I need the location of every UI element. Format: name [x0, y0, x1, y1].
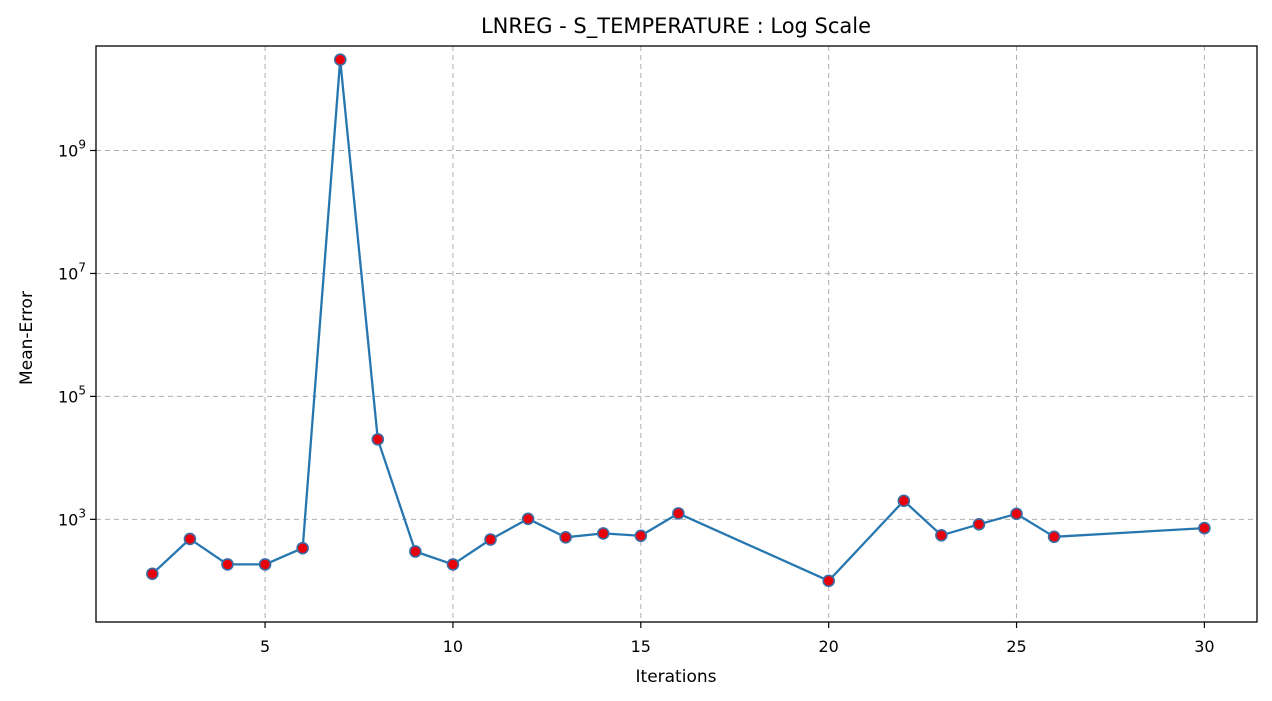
- x-tick-label: 20: [818, 637, 838, 656]
- data-point: [371, 433, 385, 446]
- data-point: [935, 529, 948, 542]
- data-point: [822, 574, 835, 588]
- data-point: [1010, 507, 1023, 521]
- plot-area-frame: [95, 45, 1258, 623]
- data-point: [484, 533, 497, 546]
- data-point: [258, 558, 272, 571]
- y-tick-label: 103: [58, 506, 86, 529]
- data-point: [672, 507, 685, 520]
- y-axis-ticks: 103 105 107 109: [58, 138, 96, 529]
- x-tick-label: 15: [631, 637, 651, 656]
- data-point: [296, 541, 309, 555]
- data-point: [446, 558, 460, 571]
- y-tick-label: 105: [58, 383, 86, 406]
- data-point: [409, 545, 422, 558]
- data-point: [634, 529, 648, 543]
- x-tick-label: 30: [1194, 637, 1214, 656]
- data-point: [146, 567, 159, 581]
- data-point: [1047, 530, 1061, 544]
- y-tick-label: 107: [58, 260, 86, 283]
- series-line: [151, 58, 1205, 582]
- x-axis-label: Iterations: [636, 667, 717, 687]
- y-axis-label: Mean-Error: [17, 291, 37, 385]
- x-axis-ticks: 5 10 15 20 25 30: [260, 622, 1215, 656]
- data-point: [183, 532, 197, 546]
- x-tick-label: 5: [260, 637, 270, 656]
- data-point: [333, 53, 347, 67]
- data-point: [521, 512, 535, 526]
- data-point: [559, 531, 572, 544]
- data-point: [221, 558, 234, 571]
- y-tick-label: 109: [58, 138, 86, 161]
- data-point: [897, 494, 911, 508]
- data-point: [972, 518, 986, 531]
- x-tick-label: 10: [443, 637, 463, 656]
- data-point: [1198, 521, 1211, 535]
- x-tick-label: 25: [1006, 637, 1026, 656]
- chart-title: LNREG - S_TEMPERATURE : Log Scale: [481, 14, 871, 39]
- series-layer: [146, 53, 1211, 588]
- data-point: [596, 527, 610, 540]
